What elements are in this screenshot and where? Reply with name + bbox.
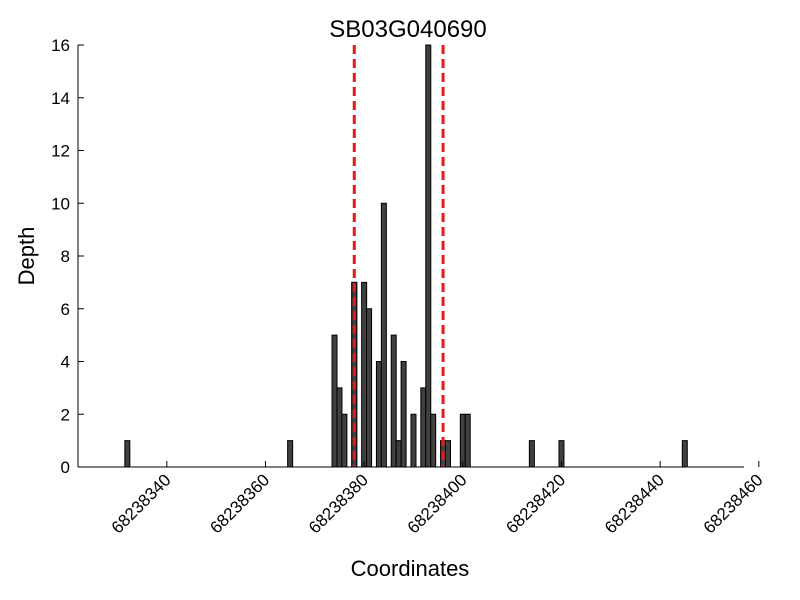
y-axis-label: Depth [14,227,39,286]
bar [459,413,466,468]
y-tick-label: 16 [51,36,70,55]
bar [331,334,338,468]
y-tick-label: 6 [61,300,70,319]
bars-group [124,44,688,468]
bar [361,281,368,468]
vlines-group [352,45,445,467]
y-tick-label: 2 [61,405,70,424]
bar [420,387,427,468]
bar [366,308,373,468]
bar [445,440,451,468]
x-axis-label: Coordinates [351,556,470,581]
x-tick-label: 68238340 [108,470,175,537]
bar [410,413,417,468]
bar [425,44,432,468]
x-tick-label: 68238440 [601,470,668,537]
bar [390,334,397,468]
bar [341,413,348,468]
y-tick-label: 4 [61,353,70,372]
y-ticks-group: 0 2 4 6 8 10 12 14 16 [51,36,84,477]
x-ticks-group: 68238340 68238360 68238380 68238400 68238420… [108,461,767,537]
bar [430,413,437,468]
y-tick-label: 10 [51,194,70,213]
bar [375,361,382,468]
chart-title: SB03G040690 [329,16,486,43]
y-tick-label: 0 [61,458,70,477]
x-tick-label: 68238460 [700,470,767,537]
x-tick-label: 68238360 [206,470,273,537]
x-tick-label: 68238400 [404,470,471,537]
y-tick-label: 14 [51,89,70,108]
x-tick-label: 68238420 [502,470,569,537]
bar [336,387,343,468]
bar [395,440,402,468]
bar [464,413,471,468]
y-tick-label: 8 [61,247,70,266]
x-tick-label: 68238380 [305,470,372,537]
y-tick-label: 12 [51,142,70,161]
bar [528,440,535,468]
bar [681,440,688,468]
bar [400,361,407,468]
bar [287,440,294,468]
bar [124,440,131,468]
bar [380,202,387,468]
